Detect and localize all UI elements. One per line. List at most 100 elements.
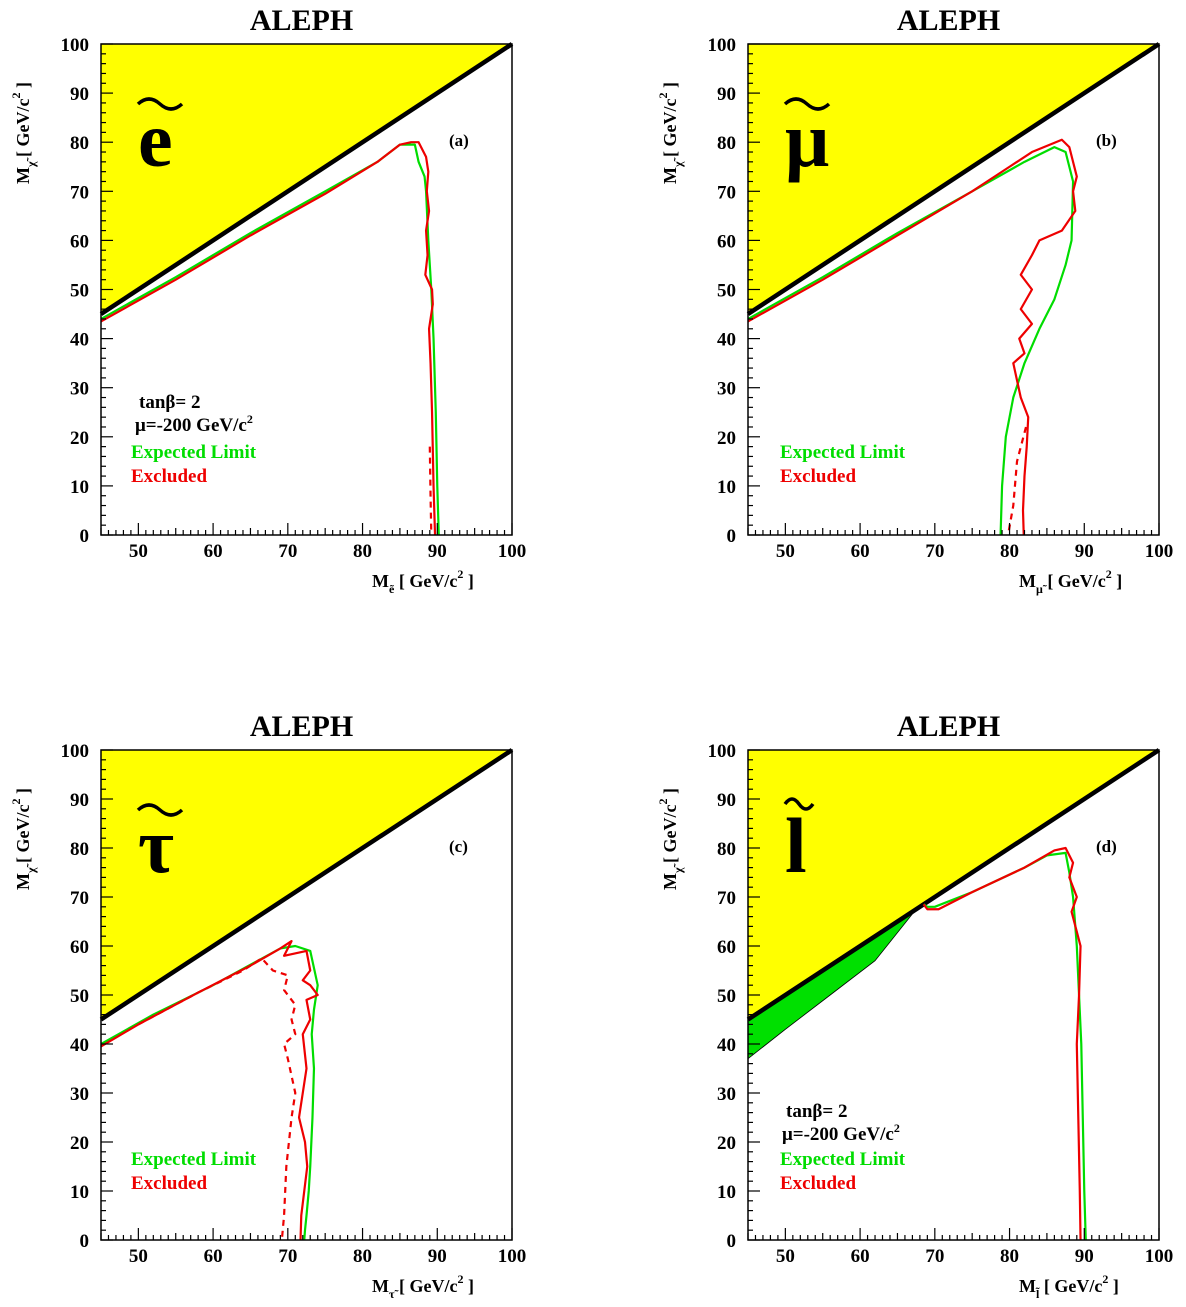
x-tick-label: 60 xyxy=(851,541,870,562)
panel-label: (b) xyxy=(1096,131,1117,150)
diagonal-line xyxy=(746,42,1161,316)
x-tick-label: 90 xyxy=(1075,1246,1094,1267)
legend-excluded: Excluded xyxy=(131,1173,207,1194)
y-axis-label-sup: 2 xyxy=(9,798,23,804)
excluded-curve xyxy=(101,141,437,535)
x-tick-label: 80 xyxy=(1000,1246,1019,1267)
y-tick-label: 10 xyxy=(70,1182,89,1203)
particle-symbol: τ xyxy=(138,802,174,889)
x-tick-label: 50 xyxy=(129,541,148,562)
x-tick-label: 70 xyxy=(278,1246,297,1267)
x-tick-label: 70 xyxy=(925,541,944,562)
series-group xyxy=(748,138,1078,535)
diagonal-line xyxy=(99,42,514,316)
x-axis-label-sub: τ̃ xyxy=(389,1287,399,1301)
x-axis-label: Ml̃ [ GeV/c2 ] xyxy=(1019,1272,1119,1301)
y-tick-label: 60 xyxy=(70,937,89,958)
tilde-mark xyxy=(783,97,831,111)
x-tick-label: 100 xyxy=(498,541,527,562)
particle-symbol: e xyxy=(138,96,173,183)
panel-selectron: 50 60 70 80 90 100 0 10 20 30 40 50 60 70 80 90 100 ALEPH… xyxy=(9,4,526,596)
legend-excluded: Excluded xyxy=(780,1173,856,1194)
legend-expected-limit: Expected Limit xyxy=(131,1149,257,1170)
legend-expected-limit: Expected Limit xyxy=(780,442,906,463)
y-tick-label: 100 xyxy=(61,741,90,762)
y-axis-label-sup: 2 xyxy=(9,92,23,98)
x-axis-label: Mτ̃ [ GeV/c2 ] xyxy=(372,1272,474,1301)
x-tick-label: 60 xyxy=(204,541,223,562)
excluded-dashed-curve xyxy=(428,446,433,535)
series-group xyxy=(101,939,319,1240)
y-tick-label: 80 xyxy=(70,133,89,154)
y-axis-label-unit: [ GeV/c xyxy=(660,804,680,867)
y-tick-label: 50 xyxy=(70,281,89,302)
x-axis-label-sub: μ̃ xyxy=(1036,582,1047,596)
y-tick-label: 0 xyxy=(80,1231,90,1252)
x-tick-label: 90 xyxy=(1075,541,1094,562)
panel-smuon: 50 60 70 80 90 100 0 10 20 30 40 50 60 70 80 90 100 ALEPH… xyxy=(656,4,1173,596)
diagonal-line xyxy=(99,748,514,1022)
y-tick-label: 40 xyxy=(717,330,736,351)
y-tick-label: 50 xyxy=(717,281,736,302)
y-axis-label-close: ] xyxy=(660,788,680,799)
y-tick-label: 10 xyxy=(717,1182,736,1203)
y-axis-label-main: M xyxy=(660,167,680,184)
y-tick-label: 60 xyxy=(717,937,736,958)
x-axis-label-unit: [ GeV/c xyxy=(395,1276,458,1296)
panel-label: (a) xyxy=(449,131,469,150)
x-axis-label-main: M xyxy=(372,1276,389,1296)
annotation-mu: μ=-200 GeV/c2 xyxy=(135,412,253,436)
y-tick-label: 100 xyxy=(708,741,737,762)
x-axis-label-unit: [ GeV/c xyxy=(1039,1276,1102,1296)
y-axis-label: Mχ̃ [ GeV/c2 ] xyxy=(656,788,685,890)
legend-expected-limit: Expected Limit xyxy=(131,442,257,463)
panel-stau: 50 60 70 80 90 100 0 10 20 30 40 50 60 70 80 90 100 ALEPH… xyxy=(9,710,526,1301)
x-axis-label-close: ] xyxy=(1112,571,1123,591)
legend-excluded: Excluded xyxy=(780,466,856,487)
x-tick-label: 60 xyxy=(204,1246,223,1267)
x-axis-label-main: M xyxy=(1019,1276,1036,1296)
x-tick-label: 50 xyxy=(129,1246,148,1267)
annotation-mu: μ=-200 GeV/c2 xyxy=(782,1121,900,1145)
x-axis-label-sup: 2 xyxy=(1102,1272,1108,1286)
y-tick-label: 10 xyxy=(717,477,736,498)
y-tick-label: 40 xyxy=(70,1035,89,1056)
y-tick-label: 60 xyxy=(717,231,736,252)
panel-slepton: 50 60 70 80 90 100 0 10 20 30 40 50 60 70 80 90 100 ALEPH… xyxy=(656,710,1173,1301)
x-tick-label: 90 xyxy=(428,541,447,562)
y-axis-label-close: ] xyxy=(13,788,33,799)
y-tick-label: 0 xyxy=(727,526,737,547)
panel-title: ALEPH xyxy=(897,4,1000,37)
y-axis-label-sub: χ̃ xyxy=(24,157,38,168)
panel-label: (d) xyxy=(1096,837,1117,856)
excluded-curve xyxy=(748,138,1078,535)
y-tick-label: 80 xyxy=(717,839,736,860)
y-axis-label-sup: 2 xyxy=(656,92,670,98)
y-tick-label: 70 xyxy=(70,182,89,203)
y-tick-label: 60 xyxy=(70,231,89,252)
x-axis-label-sup: 2 xyxy=(458,1272,464,1286)
tilde-mark xyxy=(136,803,184,817)
y-axis-label-main: M xyxy=(13,873,33,890)
x-axis-label-main: M xyxy=(372,571,389,591)
x-tick-label: 80 xyxy=(353,541,372,562)
x-tick-label: 60 xyxy=(851,1246,870,1267)
excluded-curve xyxy=(101,939,319,1240)
ticks xyxy=(100,749,513,1241)
x-axis-label-unit: [ GeV/c xyxy=(394,571,457,591)
y-tick-label: 40 xyxy=(70,330,89,351)
legend-excluded: Excluded xyxy=(131,466,207,487)
x-axis-label-sub: l̃ xyxy=(1036,1287,1040,1301)
x-tick-label: 80 xyxy=(353,1246,372,1267)
y-axis-label: Mχ̃ [ GeV/c2 ] xyxy=(656,82,685,184)
y-tick-label: 20 xyxy=(70,428,89,449)
particle-symbol: l xyxy=(785,802,807,889)
y-tick-label: 90 xyxy=(70,84,89,105)
y-tick-label: 50 xyxy=(717,986,736,1007)
y-tick-label: 70 xyxy=(717,888,736,909)
series-group xyxy=(101,141,440,535)
ticks xyxy=(747,43,1160,536)
panel-title: ALEPH xyxy=(897,710,1000,743)
y-tick-label: 10 xyxy=(70,477,89,498)
